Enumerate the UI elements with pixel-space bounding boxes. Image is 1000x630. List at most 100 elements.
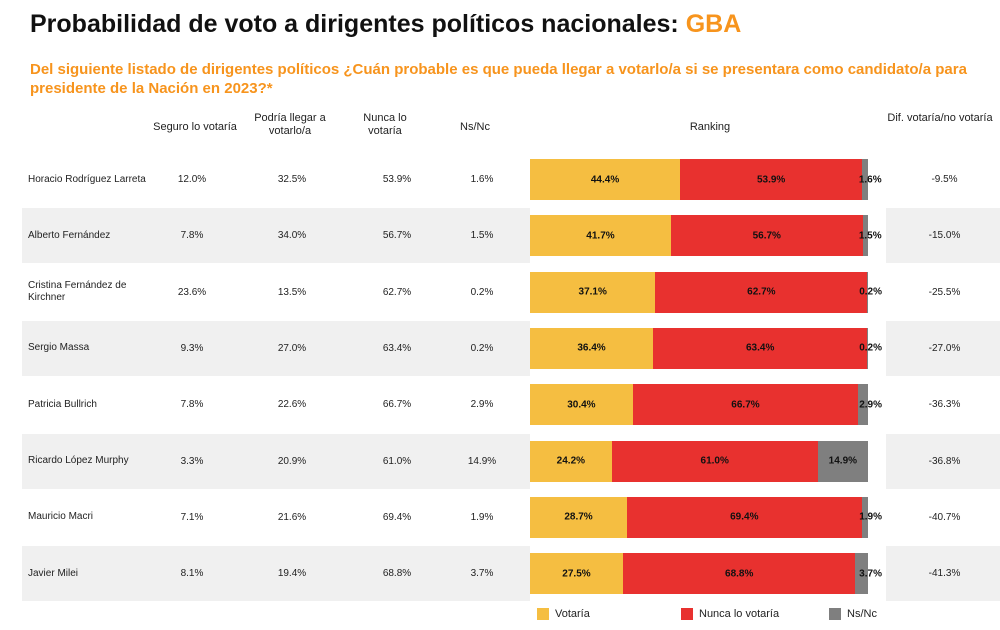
cell-nunca: 62.7% bbox=[382, 286, 412, 298]
ranking-cell: 44.4% 53.9% 1.6% bbox=[530, 152, 886, 207]
table-row: Ricardo López Murphy 3.3% 20.9% 61.0% 14.9% -… bbox=[22, 433, 1000, 489]
ranking-cell: 24.2% 61.0% 14.9% bbox=[530, 433, 886, 489]
cell-seguro: 23.6% bbox=[177, 286, 207, 298]
survey-question: Del siguiente listado de dirigentes polí… bbox=[30, 61, 967, 97]
header-seguro: Seguro lo votaría bbox=[153, 121, 237, 133]
data-label-nunca: 66.7% bbox=[731, 399, 760, 411]
row-politician-name: Sergio Massa bbox=[28, 342, 90, 354]
bar-segment-nsnc: 0.2% bbox=[859, 271, 882, 313]
row-politician-name: Patricia Bullrich bbox=[28, 398, 97, 410]
bar-segment-nsnc: 3.7% bbox=[855, 553, 882, 595]
stacked-bar: 30.4% 66.7% 2.9% bbox=[530, 384, 882, 426]
data-label-votaria: 28.7% bbox=[564, 511, 593, 523]
stacked-bar: 37.1% 62.7% 0.2% bbox=[530, 271, 882, 313]
bar-segment-votaria: 41.7% bbox=[530, 215, 671, 257]
data-label-nsnc: 14.9% bbox=[828, 455, 858, 467]
cell-dif: -15.0% bbox=[928, 230, 961, 242]
legend-item-votaria: Votaría bbox=[537, 608, 590, 620]
data-label-nunca: 63.4% bbox=[745, 342, 775, 354]
bar-segment-nsnc: 2.9% bbox=[858, 384, 882, 426]
bar-segment-nunca: 69.4% bbox=[627, 496, 862, 538]
chart-title-region: GBA bbox=[685, 10, 742, 38]
stacked-bar: 24.2% 61.0% 14.9% bbox=[530, 440, 868, 482]
table-row: Sergio Massa 9.3% 27.0% 63.4% 0.2% -27.0% 36.4… bbox=[22, 320, 1000, 376]
legend-label-votaria: Votaría bbox=[555, 608, 590, 620]
data-label-nunca: 56.7% bbox=[752, 230, 781, 242]
data-label-votaria: 44.4% bbox=[590, 174, 620, 185]
cell-seguro: 7.1% bbox=[180, 511, 204, 523]
cell-nunca: 66.7% bbox=[382, 399, 412, 411]
ranking-cell: 28.7% 69.4% 1.9% bbox=[530, 489, 886, 545]
cell-seguro: 8.1% bbox=[180, 568, 204, 580]
cell-dif: -41.3% bbox=[928, 568, 961, 580]
stacked-bar: 27.5% 68.8% 3.7% bbox=[530, 553, 882, 595]
cell-podria: 13.5% bbox=[277, 286, 307, 298]
cell-podria: 19.4% bbox=[277, 568, 307, 580]
ranking-cell: 36.4% 63.4% 0.2% bbox=[530, 320, 886, 376]
cell-podria: 20.9% bbox=[277, 455, 307, 467]
cell-dif: -27.0% bbox=[928, 342, 961, 354]
cell-seguro: 3.3% bbox=[180, 455, 204, 467]
header-nsnc: Ns/Nc bbox=[460, 121, 490, 133]
data-label-nunca: 68.8% bbox=[725, 568, 754, 580]
data-label-nsnc: 1.5% bbox=[858, 230, 882, 242]
cell-nsnc: 1.6% bbox=[470, 174, 494, 185]
cell-nunca: 63.4% bbox=[382, 342, 412, 354]
row-politician-name: Alberto Fernández bbox=[28, 229, 111, 241]
data-label-nunca: 61.0% bbox=[700, 455, 729, 467]
row-politician-name: Horacio Rodríguez Larreta bbox=[28, 173, 146, 185]
cell-dif: -9.5% bbox=[931, 174, 958, 185]
cell-dif: -36.3% bbox=[928, 399, 961, 411]
cell-dif: -40.7% bbox=[928, 511, 961, 523]
legend-label-nunca: Nunca lo votaría bbox=[699, 608, 780, 620]
cell-nsnc: 14.9% bbox=[467, 455, 497, 467]
cell-nunca: 53.9% bbox=[382, 174, 412, 185]
bar-segment-nunca: 56.7% bbox=[670, 215, 863, 257]
header-ranking: Ranking bbox=[689, 121, 731, 133]
cell-nsnc: 0.2% bbox=[470, 286, 494, 298]
data-label-nsnc: 1.6% bbox=[858, 174, 882, 185]
chart-title-main: Probabilidad de voto a dirigentes políti… bbox=[30, 10, 679, 38]
table-row: Mauricio Macri 7.1% 21.6% 69.4% 1.9% -40.7% 28… bbox=[22, 489, 1000, 545]
cell-nsnc: 2.9% bbox=[470, 399, 494, 411]
legend-swatch-nsnc bbox=[829, 608, 841, 620]
data-label-nsnc: 0.2% bbox=[859, 342, 882, 354]
bar-segment-nsnc: 1.6% bbox=[859, 159, 882, 200]
bar-segment-nsnc: 14.9% bbox=[817, 440, 868, 482]
bar-segment-votaria: 30.4% bbox=[530, 384, 633, 426]
cell-podria: 32.5% bbox=[277, 174, 307, 185]
chart-title: Probabilidad de voto a dirigentes políti… bbox=[30, 10, 741, 39]
data-label-votaria: 27.5% bbox=[562, 568, 591, 580]
data-label-nunca: 53.9% bbox=[756, 174, 786, 185]
cell-nsnc: 0.2% bbox=[470, 342, 494, 354]
table-row: Cristina Fernández de Kirchner 23.6% 13.5%… bbox=[22, 264, 1000, 320]
cell-seguro: 7.8% bbox=[180, 399, 204, 411]
data-label-nsnc: 0.2% bbox=[859, 286, 882, 298]
bar-segment-nunca: 68.8% bbox=[622, 553, 856, 595]
data-label-nsnc: 1.9% bbox=[859, 511, 882, 523]
cell-nsnc: 1.9% bbox=[470, 511, 494, 523]
ranking-cell: 41.7% 56.7% 1.5% bbox=[530, 208, 886, 264]
cell-podria: 34.0% bbox=[277, 230, 307, 242]
row-politician-name: Javier Milei bbox=[28, 567, 79, 579]
data-label-nsnc: 3.7% bbox=[859, 568, 882, 580]
cell-nsnc: 1.5% bbox=[470, 230, 494, 242]
cell-seguro: 9.3% bbox=[180, 342, 204, 354]
data-label-votaria: 36.4% bbox=[577, 342, 606, 354]
legend-swatch-votaria bbox=[537, 608, 549, 620]
bar-segment-votaria: 37.1% bbox=[530, 271, 656, 313]
bar-segment-votaria: 27.5% bbox=[530, 553, 623, 595]
legend-item-nsnc: Ns/Nc bbox=[829, 608, 877, 620]
bar-segment-nunca: 53.9% bbox=[680, 159, 863, 200]
bar-segment-nsnc: 1.9% bbox=[859, 496, 882, 538]
bar-segment-nsnc: 0.2% bbox=[859, 327, 882, 369]
ranking-cell: 37.1% 62.7% 0.2% bbox=[530, 264, 886, 320]
row-politician-name: Mauricio Macri bbox=[28, 511, 94, 523]
legend-label-nsnc: Ns/Nc bbox=[847, 608, 877, 620]
table-row: Javier Milei 8.1% 19.4% 68.8% 3.7% -41.3% 27.5… bbox=[22, 546, 1000, 602]
cell-dif: -25.5% bbox=[928, 286, 961, 298]
data-label-votaria: 24.2% bbox=[556, 455, 586, 467]
bar-segment-votaria: 24.2% bbox=[530, 440, 612, 482]
row-politician-name: Cristina Fernández de Kirchner bbox=[28, 280, 127, 304]
cell-seguro: 7.8% bbox=[180, 230, 204, 242]
